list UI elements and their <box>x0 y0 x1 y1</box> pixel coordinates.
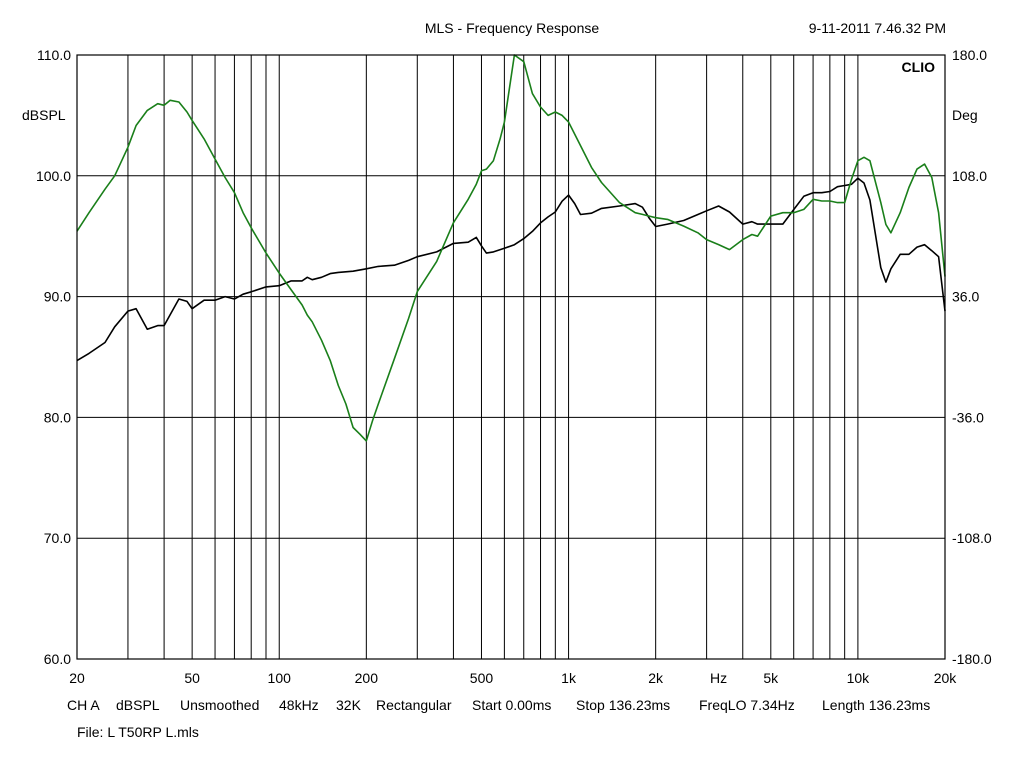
y-tick-label: 70.0 <box>44 530 71 546</box>
x-tick-label: 10k <box>847 670 871 686</box>
setting-item: 48kHz <box>279 697 319 713</box>
phase-line <box>76 54 946 442</box>
clio-logo-text: CLIO <box>902 59 936 75</box>
x-axis-unit: Hz <box>710 670 727 686</box>
x-tick-label: 1k <box>561 670 577 686</box>
measurement-settings: CH A dBSPL Unsmoothed 48kHz 32K Rectangular St… <box>67 697 930 713</box>
y-tick-label: 110.0 <box>37 47 71 63</box>
setting-item: dBSPL <box>116 697 160 713</box>
y-axis-ticks: 110.0 100.0 90.0 80.0 70.0 60.0 <box>36 47 71 667</box>
y-tick-label: 100.0 <box>36 168 71 184</box>
left-axis-unit: dBSPL <box>22 107 66 123</box>
setting-item: Unsmoothed <box>180 697 259 713</box>
right-axis-unit: Deg <box>952 107 978 123</box>
setting-item: 32K <box>336 697 362 713</box>
x-axis-ticks: 20 50 100 200 500 1k 2k 5k 10k 20k Hz <box>69 670 957 686</box>
grid-lines <box>77 55 945 659</box>
x-tick-label: 100 <box>268 670 292 686</box>
x-tick-label: 20k <box>934 670 958 686</box>
y2-tick-label: 180.0 <box>952 47 987 63</box>
x-tick-label: 200 <box>355 670 379 686</box>
y2-tick-label: -108.0 <box>952 530 992 546</box>
setting-item: CH A <box>67 697 100 713</box>
file-name: File: L T50RP L.mls <box>77 724 199 740</box>
y2-tick-label: 36.0 <box>952 289 979 305</box>
x-tick-label: 500 <box>470 670 494 686</box>
plot-series <box>76 54 946 442</box>
x-tick-label: 5k <box>763 670 779 686</box>
x-tick-label: 50 <box>184 670 200 686</box>
y2-tick-label: -180.0 <box>952 651 992 667</box>
setting-item: FreqLO 7.34Hz <box>699 697 795 713</box>
setting-item: Length 136.23ms <box>822 697 930 713</box>
y-tick-label: 90.0 <box>44 289 71 305</box>
chart-title: MLS - Frequency Response <box>425 20 600 36</box>
setting-item: Start 0.00ms <box>472 697 551 713</box>
x-tick-label: 2k <box>648 670 664 686</box>
y-tick-label: 80.0 <box>44 409 71 425</box>
x-tick-label: 20 <box>69 670 85 686</box>
setting-item: Stop 136.23ms <box>576 697 670 713</box>
plot-frame <box>76 54 946 660</box>
y2-tick-label: 108.0 <box>952 168 987 184</box>
y-tick-label: 60.0 <box>44 651 71 667</box>
magnitude-line <box>76 177 946 362</box>
y2-tick-label: -36.0 <box>952 409 984 425</box>
y2-axis-ticks: 180.0 108.0 36.0 -36.0 -108.0 -180.0 <box>952 47 992 667</box>
setting-item: Rectangular <box>376 697 452 713</box>
timestamp: 9-11-2011 7.46.32 PM <box>809 20 946 36</box>
